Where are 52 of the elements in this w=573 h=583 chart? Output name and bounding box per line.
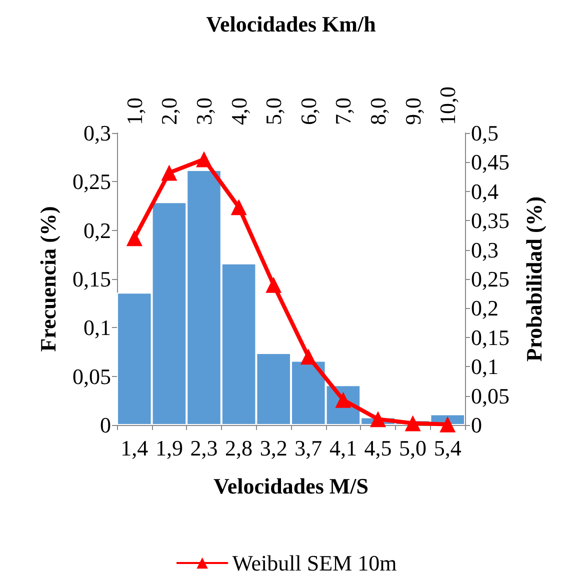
- y2-tick-label: 0,4: [471, 178, 498, 204]
- x2-tick-label: 8,0: [366, 98, 390, 125]
- x-tick-label: 3,2: [260, 436, 288, 460]
- y2-tick-label: 0: [471, 412, 482, 438]
- x-tick-label: 2,8: [225, 436, 253, 460]
- point: [266, 276, 282, 293]
- x2-tick-label: 2,0: [156, 98, 182, 125]
- x2-axis-title: Velocidades Km/h: [206, 12, 376, 36]
- x2-tick-label: 6,0: [296, 98, 321, 125]
- y2-axis-title: Probabilidad (%): [522, 196, 546, 362]
- point: [300, 348, 316, 365]
- y2-tick-label: 0,2: [471, 296, 498, 321]
- x2-tick-label: 3,0: [192, 98, 216, 125]
- legend-label: Weibull SEM 10m: [232, 550, 397, 576]
- point: [196, 151, 212, 168]
- point: [440, 416, 456, 432]
- y2-tick-label: 0,1: [471, 354, 498, 380]
- x-tick-label: 3,7: [294, 436, 322, 460]
- y-axis-title: Frecuencia (%): [36, 206, 60, 352]
- x2-tick-label: 7,0: [330, 98, 356, 125]
- x-tick-label: 4,5: [364, 436, 392, 460]
- point: [370, 411, 386, 428]
- x-tick-label: 5,0: [399, 436, 427, 460]
- y2-tick-label: 0,25: [471, 266, 510, 292]
- x2-tick-label: 5,0: [261, 98, 286, 125]
- x-tick-label: 5,4: [434, 436, 462, 460]
- x-tick-label: 1,9: [155, 436, 183, 460]
- point: [230, 199, 247, 216]
- y-tick-label: 0,2: [84, 218, 111, 243]
- x2-tick-label: 1,0: [122, 98, 147, 125]
- x-tick-label: 2,3: [190, 436, 218, 460]
- x-tick-label: 4,1: [329, 436, 357, 460]
- y2-tick-label: 0,45: [471, 150, 510, 175]
- y-tick-label: 0,25: [72, 169, 111, 194]
- x2-tick-label: 4,0: [226, 98, 252, 125]
- x-axis-title: Velocidades M/S: [213, 474, 369, 498]
- point: [126, 230, 142, 246]
- y2-tick-label: 0,35: [471, 208, 510, 234]
- y2-tick-label: 0,15: [471, 324, 510, 350]
- x2-tick-label: 10,0: [435, 86, 460, 125]
- y-tick-label: 0,05: [72, 364, 111, 389]
- point: [161, 164, 178, 181]
- x2-tick-label: 9,0: [400, 98, 426, 125]
- y-tick-label: 0,3: [84, 120, 111, 146]
- y-tick-label: 0,1: [84, 315, 111, 340]
- y-tick-label: 0,15: [72, 266, 111, 292]
- y2-tick-label: 0,3: [471, 237, 498, 262]
- y2-tick-label: 0,05: [471, 383, 510, 408]
- y-tick-label: 0: [100, 412, 111, 438]
- x-tick-label: 1,4: [120, 436, 148, 460]
- point: [404, 415, 421, 432]
- y2-tick-label: 0,5: [471, 120, 498, 146]
